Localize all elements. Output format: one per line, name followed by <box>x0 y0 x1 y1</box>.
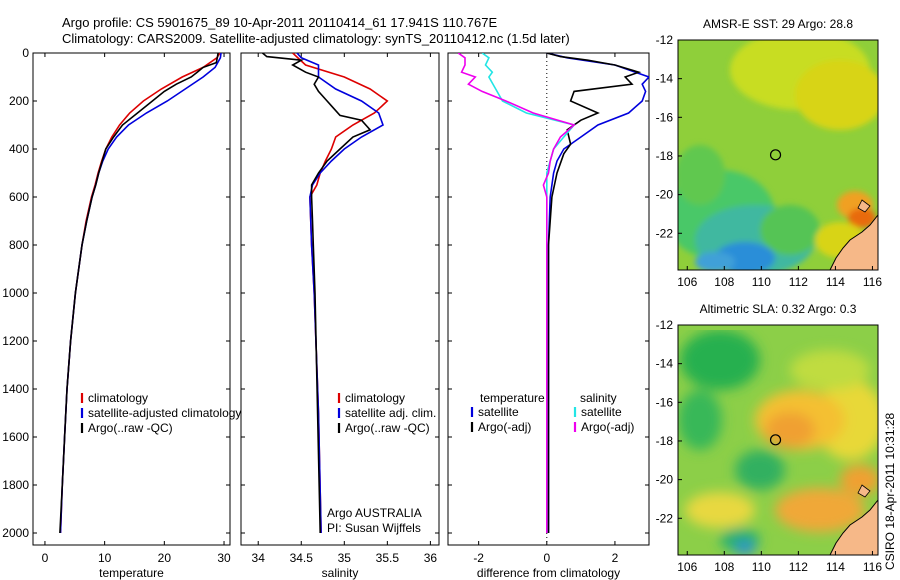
sst_map-xtick-label: 110 <box>752 275 771 289</box>
salinity-legend-label: Argo(..raw -QC) <box>345 421 430 435</box>
temperature-panel: 0 200 400 600 800 1000 1200 1400 1600 1800 2000 0 10… <box>2 46 241 580</box>
salinity-annotation: PI: Susan Wijffels <box>327 521 421 535</box>
sla_map-ytick-label: -14 <box>656 357 674 371</box>
difference-legend-label: Argo(-adj) <box>581 420 634 434</box>
temperature-series-2 <box>59 53 219 534</box>
header-line-1: Argo profile: CS 5901675_89 10-Apr-2011 … <box>62 15 497 30</box>
depth-tick-label: 800 <box>9 238 29 252</box>
sla_map-ytick-label: -22 <box>656 511 674 525</box>
salinity-xtick-label: 34 <box>252 551 266 565</box>
sst_map-axes: AMSR-E SST: 29 Argo: 28.8 106 108 110 112 114… <box>656 17 883 289</box>
depth-tick-label: 1000 <box>2 286 29 300</box>
sst_map-xtick-label: 112 <box>789 275 808 289</box>
difference-legend-label: Argo(-adj) <box>478 420 531 434</box>
sst_map-ytick-label: -14 <box>656 72 674 86</box>
sst_map-ytick-label: -12 <box>656 33 674 47</box>
sst_map-ytick-label: -22 <box>656 226 674 240</box>
sst_map-xtick-label: 106 <box>677 275 697 289</box>
salinity-xtick-label: 35 <box>338 551 352 565</box>
salinity-xtick-label: 36 <box>424 551 438 565</box>
salinity-legend-label: satellite adj. clim. <box>345 406 436 420</box>
difference-legend-label: satellite <box>478 405 519 419</box>
sla_map-xtick-label: 110 <box>752 560 771 574</box>
sla_map-xtick-label: 108 <box>714 560 734 574</box>
temperature-xtick-label: 20 <box>158 551 172 565</box>
depth-tick-label: 1400 <box>2 382 29 396</box>
salinity-annotation: Argo AUSTRALIA <box>327 506 422 520</box>
depth-tick-label: 2000 <box>2 526 29 540</box>
difference-legend-label: temperature <box>480 391 545 405</box>
difference-legend-label: satellite <box>581 405 622 419</box>
salinity-xtick-label: 35.5 <box>376 551 400 565</box>
sla_map-argo-marker <box>769 434 782 446</box>
temperature-xtick-label: 0 <box>42 551 49 565</box>
difference-xlabel: difference from climatology <box>477 566 620 580</box>
temperature-xtick-label: 10 <box>98 551 112 565</box>
sst_map-xtick-label: 108 <box>714 275 734 289</box>
temperature-legend-label: Argo(..raw -QC) <box>88 421 173 435</box>
salinity-xlabel: salinity <box>322 566 359 580</box>
sla_map-ytick-label: -12 <box>656 318 674 332</box>
sst-map-field <box>678 40 878 270</box>
depth-tick-label: 600 <box>9 190 29 204</box>
sla-map-field <box>678 325 878 555</box>
side-label: CSIRO 18-Apr-2011 10:31:28 <box>883 412 897 570</box>
depth-tick-label: 1800 <box>2 478 29 492</box>
sla_map-xtick-label: 112 <box>789 560 808 574</box>
salinity-legend-label: climatology <box>345 391 405 405</box>
difference-xtick-label: 2 <box>612 551 619 565</box>
depth-tick-label: 1600 <box>2 430 29 444</box>
sst_map-ytick-label: -20 <box>656 188 674 202</box>
depth-tick-label: 400 <box>9 142 29 156</box>
sst_map-ytick-label: -16 <box>656 110 674 124</box>
salinity-xtick-label: 34.5 <box>290 551 314 565</box>
difference-series-3 <box>457 53 576 533</box>
sla_map-axes: Altimetric SLA: 0.32 Argo: 0.3 106 108 110 1… <box>656 302 883 574</box>
temperature-legend-label: climatology <box>88 391 148 405</box>
sla_map-ytick-label: -16 <box>656 395 674 409</box>
sst_map-title: AMSR-E SST: 29 Argo: 28.8 <box>703 17 853 31</box>
temperature-xtick-label: 30 <box>217 551 231 565</box>
difference-xtick-label: -2 <box>473 551 484 565</box>
sla_map-title: Altimetric SLA: 0.32 Argo: 0.3 <box>700 302 857 316</box>
sst_map-argo-marker <box>769 149 782 161</box>
sla_map-xtick-label: 114 <box>826 560 845 574</box>
temperature-xlabel: temperature <box>99 566 164 580</box>
difference-legend-label: salinity <box>580 391 617 405</box>
salinity-series-1 <box>296 53 384 534</box>
sst_map-xtick-label: 114 <box>826 275 845 289</box>
salinity-panel: 34 34.5 35 35.5 36 salinity climatologysatelli… <box>240 52 440 580</box>
sla_map-ytick-label: -18 <box>656 434 674 448</box>
sla_map-xtick-label: 116 <box>863 560 882 574</box>
sla-map-frame <box>677 324 879 556</box>
difference-series-1 <box>546 53 642 533</box>
temperature-frame <box>32 52 231 546</box>
depth-tick-label: 200 <box>9 94 29 108</box>
depth-tick-label: 1200 <box>2 334 29 348</box>
depth-tick-label: 0 <box>22 46 29 60</box>
sst_map-xtick-label: 116 <box>863 275 882 289</box>
header-line-2: Climatology: CARS2009. Satellite-adjuste… <box>62 31 570 46</box>
salinity-series-2 <box>261 53 372 534</box>
sst-map-frame <box>677 39 879 271</box>
sla_map-xtick-label: 106 <box>677 560 697 574</box>
difference-xtick-label: 0 <box>543 551 550 565</box>
salinity-frame <box>240 52 440 546</box>
sla_map-ytick-label: -20 <box>656 473 674 487</box>
temperature-legend-label: satellite-adjusted climatology <box>88 406 241 420</box>
sst_map-ytick-label: -18 <box>656 149 674 163</box>
